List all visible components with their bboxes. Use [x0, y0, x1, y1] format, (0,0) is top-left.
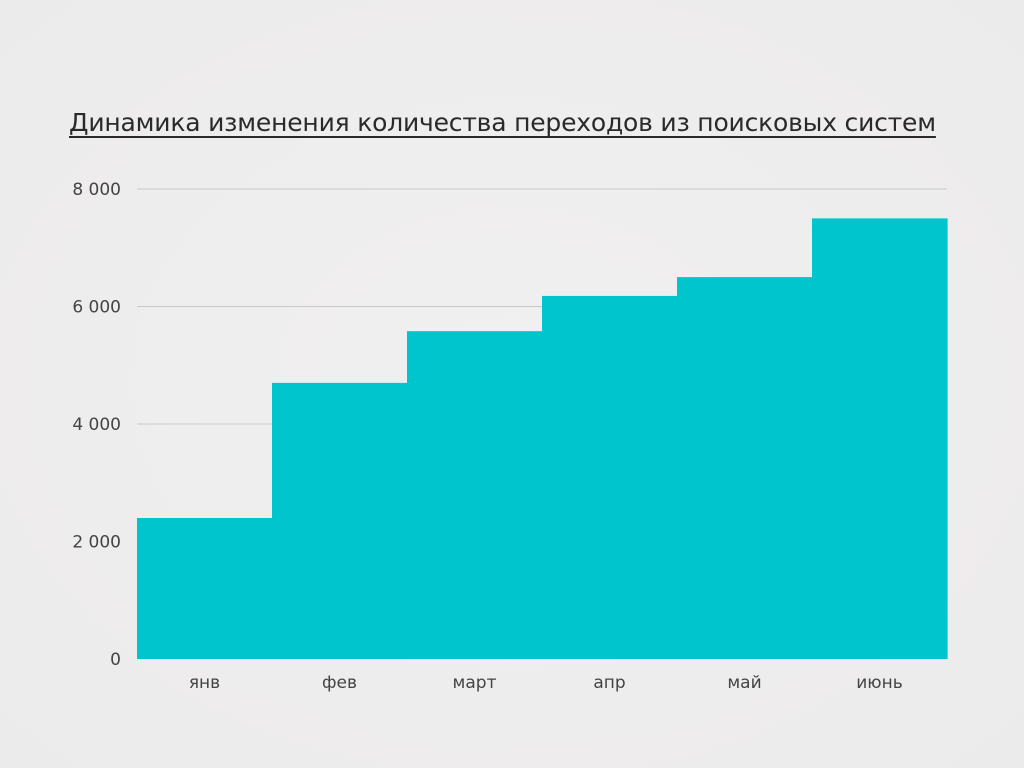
y-tick-label: 0 [110, 650, 121, 670]
y-axis-ticks: 0 2 000 4 000 6 000 8 000 [72, 180, 121, 670]
x-tick-label: июнь [856, 673, 903, 693]
chart-title: Динамика изменения количества переходов … [69, 108, 936, 137]
x-tick-label: апр [593, 673, 625, 693]
x-tick-label: янв [189, 673, 220, 693]
bar-3 [407, 331, 543, 659]
x-axis-ticks: янв фев март апр май июнь [189, 673, 903, 693]
y-tick-label: 8 000 [72, 180, 121, 200]
bars [137, 218, 948, 659]
x-tick-label: март [453, 673, 497, 693]
bar-1 [137, 518, 273, 659]
bar-2 [272, 382, 408, 659]
bar-6 [812, 218, 948, 659]
y-tick-label: 4 000 [72, 415, 121, 435]
y-tick-label: 2 000 [72, 533, 121, 553]
x-tick-label: май [727, 673, 761, 693]
bar-5 [677, 277, 813, 659]
y-tick-label: 6 000 [72, 298, 121, 318]
x-tick-label: фев [322, 673, 357, 693]
bar-4 [542, 295, 678, 659]
